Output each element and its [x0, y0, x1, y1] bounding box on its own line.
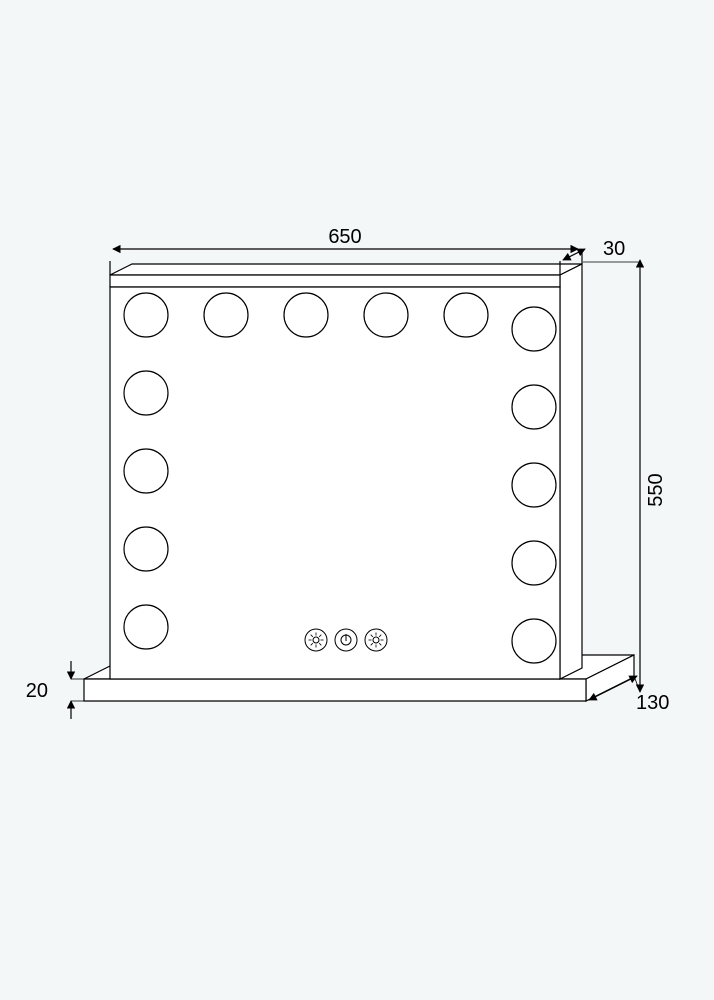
mirror-right-face	[560, 264, 582, 679]
bulb-13	[124, 605, 168, 649]
bulb-3	[284, 293, 328, 337]
control-button-2	[335, 629, 357, 651]
base-front-face	[84, 679, 586, 701]
dim-label: 130	[636, 692, 669, 714]
bulb-8	[512, 385, 556, 429]
bulb-2	[204, 293, 248, 337]
dim-label: 30	[603, 238, 625, 260]
bulb-11	[124, 527, 168, 571]
bulb-1	[124, 293, 168, 337]
bulb-6	[512, 307, 556, 351]
bulb-7	[124, 371, 168, 415]
mirror-front-face	[110, 287, 560, 679]
bulb-10	[512, 463, 556, 507]
bulb-4	[364, 293, 408, 337]
bulb-5	[444, 293, 488, 337]
control-button-1	[305, 629, 327, 651]
dim-label: 20	[26, 680, 48, 702]
bulb-12	[512, 541, 556, 585]
dim-label: 550	[645, 473, 667, 506]
bulb-9	[124, 449, 168, 493]
dim-label: 650	[328, 226, 361, 248]
technical-drawing: 650 30 550 20 130	[0, 0, 714, 1000]
mirror-top-face	[110, 264, 582, 275]
mirror-top-lip	[110, 275, 560, 287]
bulb-14	[512, 619, 556, 663]
control-button-3	[365, 629, 387, 651]
